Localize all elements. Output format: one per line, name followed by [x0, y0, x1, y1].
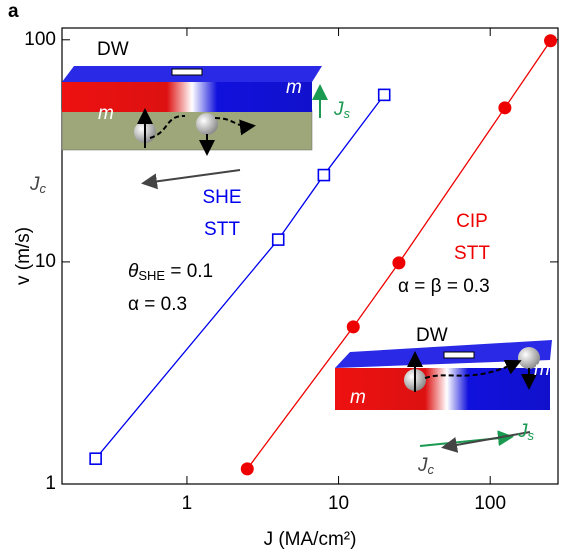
jc-label: Jc	[417, 455, 435, 477]
inset-magnet	[335, 368, 550, 410]
data-point	[240, 462, 254, 476]
inset-top	[61, 66, 328, 190]
x-axis-label: J (MA/cm²)	[264, 529, 357, 550]
m-label: m	[286, 77, 302, 98]
data-point	[346, 320, 360, 334]
electron-path	[149, 116, 252, 138]
m-label: m	[350, 387, 366, 408]
y-tick-label: 1	[45, 473, 56, 494]
y-axis-label: v (m/s)	[13, 227, 34, 285]
she-label: SHE	[202, 187, 241, 208]
dw-arrow	[443, 351, 475, 359]
dw-label: DW	[97, 39, 129, 60]
x-tick-label: 100	[474, 493, 506, 514]
dw-arrow	[171, 68, 203, 76]
y-tick-label: 10	[35, 251, 56, 272]
alpha-label: α = 0.3	[128, 294, 187, 315]
jc-arrow	[141, 169, 241, 190]
js-label: Js	[333, 99, 351, 121]
inset-magnet	[62, 82, 312, 112]
cip-label: STT	[454, 243, 490, 264]
electron	[196, 113, 218, 135]
data-point	[392, 256, 406, 270]
x-tick-label: 10	[328, 493, 349, 514]
js-label: Js	[517, 421, 535, 443]
x-tick-label: 1	[182, 493, 193, 514]
m-label: m	[534, 359, 550, 380]
panel-label: a	[8, 1, 19, 22]
y-tick-label: 100	[24, 29, 56, 50]
data-point	[317, 168, 331, 182]
she-label: STT	[204, 219, 240, 240]
data-point	[498, 101, 512, 115]
jc-label: Jc	[29, 174, 47, 196]
jc-arrow	[441, 431, 531, 453]
electron	[518, 347, 540, 369]
dw-label: DW	[416, 325, 448, 346]
inset-bottom	[335, 340, 552, 453]
series-line	[95, 94, 385, 460]
data-point	[271, 233, 285, 246]
cip-label: CIP	[456, 211, 488, 232]
plot-frame	[61, 27, 559, 485]
data-point	[544, 34, 558, 48]
alpha-beta-label: α = β = 0.3	[398, 276, 490, 297]
m-label: m	[98, 103, 114, 124]
theta-label: θSHE = 0.1	[128, 261, 213, 283]
data-point	[377, 88, 391, 102]
data-point	[89, 452, 102, 465]
